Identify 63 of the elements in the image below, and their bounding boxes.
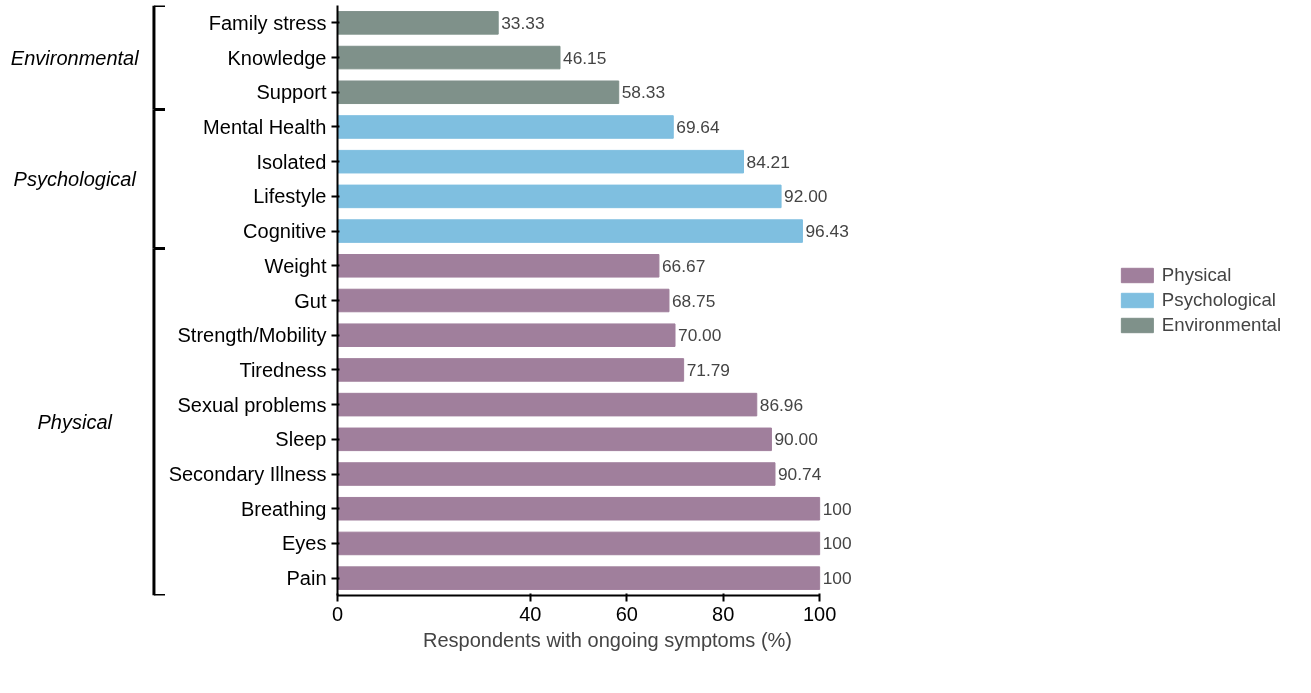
bar: [337, 115, 674, 139]
text: Psychological: [13, 168, 137, 191]
x-tick-label: 0: [331, 602, 344, 625]
y-tick-label: Eyes: [282, 532, 327, 555]
data-label: 33.33: [501, 12, 545, 33]
data-label: 69.64: [676, 116, 720, 137]
x-tick-label: 80: [712, 602, 735, 625]
y-tick-label: Knowledge: [227, 46, 327, 69]
y-tick-label: Support: [256, 81, 327, 104]
bar: [337, 149, 745, 174]
y-tick-label: Cognitive: [243, 220, 327, 243]
x-tick-label: 40: [519, 602, 542, 625]
y-tick-label: Gut: [294, 289, 327, 312]
legend-label: Environmental: [1161, 314, 1282, 336]
data-label: 92.00: [784, 186, 828, 207]
data-label: 58.33: [621, 82, 666, 103]
bar: [337, 11, 499, 35]
data-label: 96.43: [805, 221, 849, 242]
y-tick-label: Isolated: [256, 150, 327, 173]
y-tick-label: Lifestyle: [253, 185, 327, 208]
bar: [337, 219, 803, 243]
bar: [337, 254, 660, 278]
bar: [337, 184, 782, 209]
y-tick-label: Tiredness: [239, 358, 327, 381]
data-label: 70.00: [678, 325, 722, 346]
bar: [337, 358, 685, 382]
y-tick-label: Weight: [264, 254, 327, 277]
y-tick-label: Secondary Illness: [168, 463, 327, 486]
bar: [337, 462, 776, 486]
y-tick-label: Family stress: [208, 11, 327, 34]
data-label: 100: [822, 568, 852, 589]
bar: [337, 392, 758, 417]
y-tick-label: Pain: [286, 567, 327, 590]
y-tick-label: Strength/Mobility: [177, 324, 327, 347]
x-axis-title: Respondents with ongoing symptoms (%): [422, 628, 793, 651]
bar: [337, 45, 561, 70]
text: Environmental: [10, 46, 140, 69]
y-tick-label: Sleep: [275, 428, 327, 451]
y-tick-label: Mental Health: [203, 115, 327, 138]
bar: [337, 80, 620, 105]
data-label: 100: [822, 498, 852, 519]
data-label: 100: [822, 533, 852, 554]
data-label: 71.79: [686, 359, 731, 380]
bar: [337, 531, 821, 556]
y-tick-label: Breathing: [240, 497, 327, 520]
data-label: 84.21: [746, 151, 790, 172]
bar: [337, 427, 772, 452]
bar: [337, 288, 670, 313]
data-label: 86.96: [759, 394, 804, 415]
text: Physical: [37, 410, 113, 433]
bar: [337, 566, 821, 590]
data-label: 66.67: [661, 255, 706, 276]
data-label: 90.74: [778, 464, 822, 485]
bar: [337, 323, 676, 347]
legend-label: Psychological: [1161, 289, 1276, 311]
data-label: 68.75: [671, 290, 716, 311]
data-label: 46.15: [563, 47, 607, 68]
bar: [337, 496, 821, 521]
data-label: 90.00: [774, 429, 818, 450]
y-tick-label: Sexual problems: [177, 393, 327, 416]
x-tick-label: 100: [802, 602, 837, 625]
x-tick-label: 60: [615, 602, 638, 625]
legend-label: Physical: [1161, 264, 1232, 286]
